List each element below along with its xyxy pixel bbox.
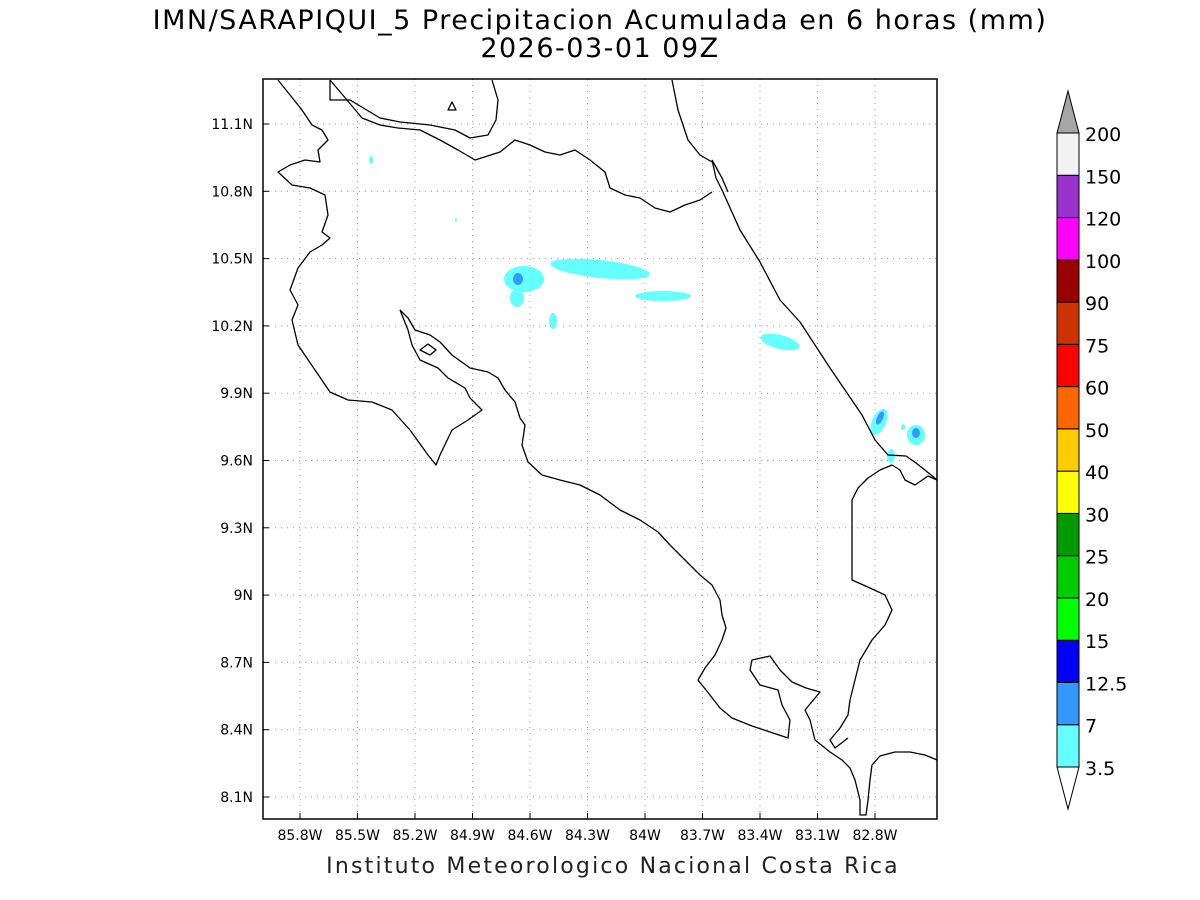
colorbar-label: 3.5	[1085, 758, 1115, 780]
colorbar-box	[1056, 681, 1080, 726]
colorbar-label: 100	[1085, 251, 1121, 273]
colorbar-label: 90	[1085, 293, 1109, 315]
precip-area	[504, 266, 544, 292]
lon-tick-label: 84.3W	[565, 828, 610, 844]
lon-tick-label: 85.2W	[392, 828, 437, 844]
lat-tick-label: 9N	[234, 588, 253, 604]
small-island	[419, 343, 437, 356]
lat-tick-label: 11.1N	[211, 117, 253, 133]
precip-area	[369, 156, 373, 164]
colorbar-label: 7	[1085, 716, 1097, 738]
map-title: IMN/SARAPIQUI_5 Precipitacion Acumulada …	[152, 5, 1048, 36]
colorbar-box	[1056, 301, 1080, 345]
precip-area	[875, 411, 885, 425]
colorbar-low-triangle	[1056, 766, 1080, 811]
colorbar-label: 75	[1085, 335, 1109, 357]
precip-area	[455, 218, 457, 222]
colorbar-label: 15	[1085, 631, 1109, 653]
lon-tick-label: 82.8W	[852, 828, 897, 844]
colorbar-box	[1056, 386, 1080, 430]
small-island	[447, 101, 457, 111]
precip-area	[635, 291, 691, 301]
colorbar-label: 200	[1085, 124, 1121, 146]
nicoya-gulf	[399, 309, 938, 816]
pacific-coast-north	[277, 79, 483, 466]
nicaragua-coast	[671, 79, 713, 163]
lon-tick-label: 85.5W	[335, 828, 380, 844]
lat-tick-label: 8.7N	[220, 655, 253, 671]
lon-tick-label: 84.9W	[450, 828, 495, 844]
lat-tick-label: 10.8N	[211, 184, 253, 200]
lat-tick-label: 10.5N	[211, 252, 253, 268]
longitude-labels: 85.8W 85.5W 85.2W 84.9W 84.6W 84.3W 84W 83.7W 83…	[277, 813, 898, 844]
colorbar-label: 50	[1085, 420, 1109, 442]
san-juan-mouth	[711, 159, 729, 193]
lat-tick-label: 9.3N	[220, 521, 253, 537]
colorbar-label: 12.5	[1085, 673, 1127, 695]
colorbar-box	[1056, 343, 1080, 388]
lon-tick-label: 84.6W	[507, 828, 552, 844]
colorbar-label: 60	[1085, 378, 1109, 400]
colorbar-box	[1056, 724, 1080, 768]
map-valid-time: 2026-03-01 09Z	[480, 33, 720, 64]
colorbar-label: 30	[1085, 504, 1109, 526]
lat-tick-label: 8.1N	[220, 790, 253, 806]
colorbar-box	[1056, 639, 1080, 683]
lon-tick-label: 83.4W	[737, 828, 782, 844]
colorbar-label: 20	[1085, 589, 1109, 611]
lat-tick-label: 9.9N	[220, 386, 253, 402]
precip-area	[887, 449, 895, 463]
colorbar-box	[1056, 470, 1080, 514]
caribbean-coast	[711, 159, 938, 481]
precip-area	[550, 258, 650, 280]
precip-area	[901, 424, 905, 430]
panama-border	[829, 464, 938, 749]
precip-area	[510, 289, 524, 307]
lon-tick-label: 83.7W	[680, 828, 725, 844]
colorbar-box	[1056, 132, 1080, 176]
precip-area	[513, 273, 523, 285]
lat-tick-label: 10.2N	[211, 319, 253, 335]
lon-tick-label: 85.8W	[277, 828, 322, 844]
north-border	[329, 79, 713, 213]
colorbar-box	[1056, 217, 1080, 261]
coastlines	[277, 79, 938, 816]
colorbar-box	[1056, 512, 1080, 557]
precip-area	[549, 313, 557, 329]
colorbar-box	[1056, 428, 1080, 472]
colorbar-label: 25	[1085, 547, 1109, 569]
precip-area	[760, 333, 800, 351]
colorbar-box	[1056, 555, 1080, 599]
credit-text: Instituto Meteorologico Nacional Costa R…	[326, 854, 900, 879]
colorbar-box	[1056, 174, 1080, 219]
lon-tick-label: 83.1W	[795, 828, 840, 844]
precipitation-areas	[369, 156, 925, 463]
colorbar-box	[1056, 597, 1080, 641]
lake-shore	[329, 79, 499, 139]
lon-tick-label: 84W	[629, 828, 661, 844]
colorbar-label: 150	[1085, 166, 1121, 188]
colorbar-box	[1056, 259, 1080, 303]
precip-area	[912, 428, 920, 438]
lat-tick-label: 9.6N	[220, 454, 253, 470]
latitude-labels: 11.1N 10.8N 10.5N 10.2N 9.9N 9.6N 9.3N 9N 8.7N 8.…	[211, 117, 269, 806]
map-frame	[262, 78, 938, 820]
colorbar-label: 120	[1085, 209, 1121, 231]
lat-tick-label: 8.4N	[220, 723, 253, 739]
colorbar-label: 40	[1085, 462, 1109, 484]
grid-lines	[263, 79, 937, 819]
colorbar-high-triangle	[1056, 89, 1080, 134]
